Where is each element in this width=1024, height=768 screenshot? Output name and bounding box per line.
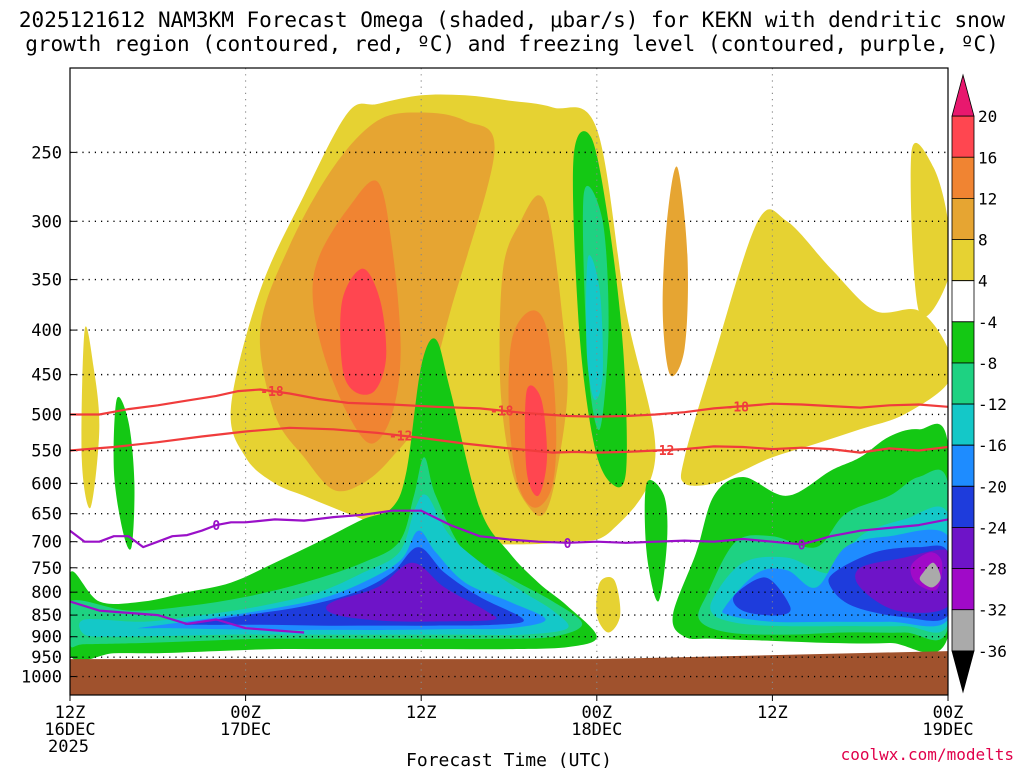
y-tick-label-500: 500 [31,405,62,425]
y-tick-label-1000: 1000 [21,668,62,688]
credit-text: coolwx.com/modelts [840,745,1014,764]
x-tick-label-36-0: 00Z [581,703,612,723]
omega-region-pos6-1 [680,209,948,486]
y-tick-label-900: 900 [31,628,62,648]
colorbar-bin-2 [951,156,975,199]
y-tick-label-450: 450 [31,366,62,386]
colorbar-label-9: -20 [978,477,1007,496]
colorbar-bin-7 [951,362,975,405]
contour-line-0 [70,388,948,418]
colorbar-bin-3 [951,198,975,240]
contour-label-2-0: 0 [212,519,220,534]
colorbar-bin-14 [951,650,975,694]
y-tick-label-600: 600 [31,474,62,494]
omega-region-pos6-3 [81,326,100,509]
contour-label-1-0: -12 [389,430,412,445]
colorbar-label-13: -36 [978,642,1007,661]
colorbar-label-10: -24 [978,518,1007,537]
colorbar-label-1: 16 [978,148,997,167]
y-tick-label-250: 250 [31,143,62,163]
omega-region-neg14-21 [586,255,603,400]
omega-region-neg34-31 [919,562,941,588]
y-tick-label-850: 850 [31,606,62,626]
chart-title-line-1: 2025121612 NAM3KM Forecast Omega (shaded… [18,8,1006,32]
y-tick-label-950: 950 [31,648,62,668]
x-tick-label-0-0: 12Z [55,703,86,723]
y-tick-label-550: 550 [31,442,62,462]
colorbar-label-2: 12 [978,189,997,208]
colorbar-label-3: 8 [978,231,988,250]
colorbar-bin-10 [951,485,975,528]
colorbar-label-5: -4 [978,313,997,332]
omega-region-pos18-10 [340,268,387,395]
contour-line-1 [70,426,948,454]
y-tick-label-750: 750 [31,559,62,579]
colorbar-label-6: -8 [978,354,997,373]
omega-region-pos6-4 [596,577,621,633]
colorbar-label-12: -32 [978,601,1007,620]
x-tick-label-48-0: 12Z [757,703,788,723]
y-tick-label-650: 650 [31,505,62,525]
x-tick-label-0-2: 2025 [48,737,89,757]
contour-label-0-1: -18 [490,405,514,420]
colorbar-label-11: -28 [978,560,1007,579]
y-tick-label-700: 700 [31,533,62,553]
colorbar-bin-4 [951,239,975,282]
omega-region-pos10-7 [662,166,688,377]
x-tick-label-24-0: 12Z [406,703,437,723]
chart-title-line-2: growth region (contoured, red, ºC) and f… [25,32,999,56]
contour-line-2 [70,509,948,549]
colorbar-label-4: 4 [978,272,988,291]
plot-frame [69,67,949,696]
contour-label-0-0: -18 [260,385,284,400]
colorbar-bin-13 [951,609,975,652]
omega-region-neg6-13 [113,396,135,550]
x-tick-label-60-1: 19DEC [922,720,973,740]
colorbar-label-7: -12 [978,395,1007,414]
colorbar-bin-5 [951,280,975,323]
ground-mask [70,651,948,695]
contour-label-2-2: 0 [798,538,806,553]
y-tick-label-300: 300 [31,212,62,232]
x-tick-label-36-1: 18DEC [571,720,622,740]
x-tick-label-0-1: 16DEC [44,720,95,740]
y-tick-label-400: 400 [31,321,62,341]
colorbar-bin-8 [951,403,975,446]
x-tick-label-12-0: 00Z [230,703,261,723]
x-axis-label: Forecast Time (UTC) [406,750,612,768]
omega-region-pos6-2 [910,143,948,318]
y-tick-label-350: 350 [31,271,62,291]
colorbar-bin-11 [951,527,975,569]
colorbar-bin-6 [951,321,975,364]
x-tick-label-60-0: 00Z [933,703,964,723]
colorbar-bin-0 [951,73,975,117]
colorbar-label-8: -16 [978,436,1007,455]
colorbar-bin-9 [951,444,975,487]
contour-label-1-1: -12 [651,444,674,459]
colorbar-bin-1 [951,115,975,158]
contour-label-2-1: 0 [564,537,572,552]
omega-region-neg22-26 [732,577,791,616]
contour-label-0-2: -18 [726,401,750,416]
colorbar-bin-12 [951,568,975,611]
y-tick-label-800: 800 [31,583,62,603]
contour-line-3 [70,600,305,634]
colorbar-label-0: 20 [978,107,997,126]
x-tick-label-12-1: 17DEC [220,720,271,740]
